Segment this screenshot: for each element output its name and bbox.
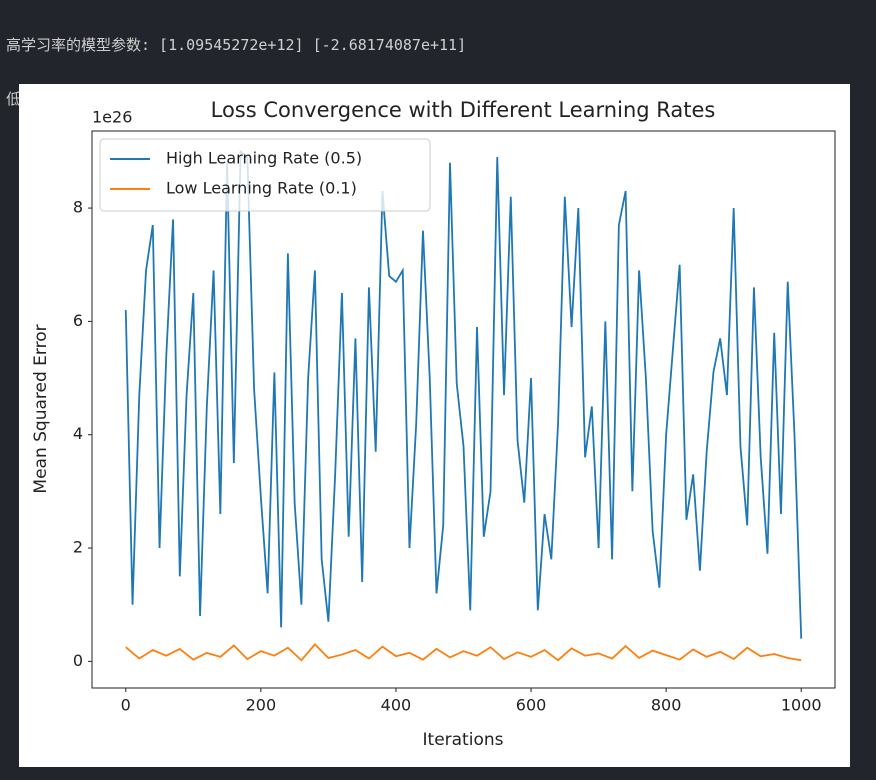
x-tick-label: 400 [381, 696, 412, 715]
legend-label: High Learning Rate (0.5) [166, 149, 362, 168]
chart: Loss Convergence with Different Learning… [19, 84, 850, 767]
x-tick-label: 200 [246, 696, 277, 715]
y-offset-label: 1e26 [92, 108, 132, 127]
line-series [124, 149, 803, 639]
y-axis-label: Mean Squared Error [31, 324, 51, 493]
y-tick-label: 8 [73, 198, 83, 217]
legend-label: Low Learning Rate (0.1) [166, 179, 357, 198]
y-tick-label: 6 [73, 311, 83, 330]
x-tick-label: 0 [121, 696, 131, 715]
chart-title: Loss Convergence with Different Learning… [211, 98, 716, 122]
axes-frame [91, 130, 836, 689]
legend-box [99, 138, 431, 212]
y-tick-label: 4 [73, 424, 83, 443]
line-series [125, 643, 802, 662]
y-tick-label: 2 [73, 538, 83, 557]
x-axis-label: Iterations [423, 730, 504, 750]
output-line: 高学习率的模型参数: [1.09545272e+12] [-2.68174087… [6, 36, 467, 54]
x-tick-label: 1000 [781, 696, 822, 715]
y-tick-label: 0 [73, 651, 83, 670]
x-tick-label: 800 [651, 696, 682, 715]
x-tick-label: 600 [516, 696, 547, 715]
